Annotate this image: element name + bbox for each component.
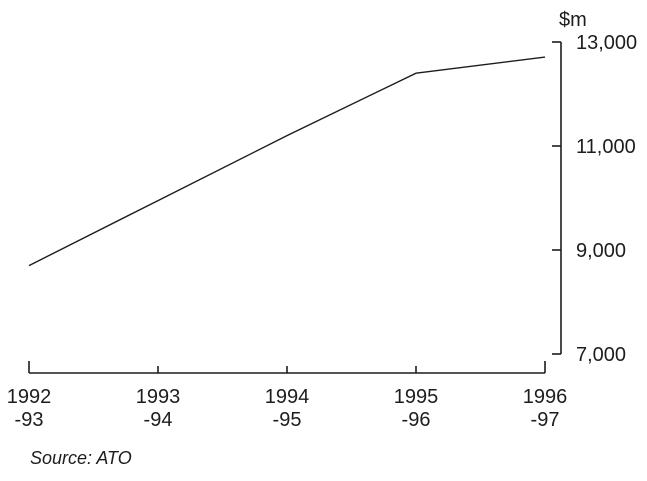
x-axis-label-1994b: -95 (273, 409, 302, 431)
y-axis-label-9000: 9,000 (576, 240, 626, 262)
x-axis-label-1994: 1994 (265, 386, 310, 408)
y-axis-label-13000: 13,000 (576, 32, 637, 54)
x-axis-label-1996b: -97 (531, 409, 560, 431)
y-axis-unit-label: $m (559, 9, 587, 31)
x-axis-label-1995b: -96 (402, 409, 431, 431)
y-axis-label-11000: 11,000 (576, 136, 636, 158)
x-axis-label-1992: 1992 (7, 386, 52, 408)
x-axis-label-1993: 1993 (136, 386, 181, 408)
x-axis: 1992 -93 1993 -94 1994 -95 1995 -96 1996… (7, 361, 568, 431)
source-note: Source: ATO (30, 448, 132, 468)
y-axis-label-7000: 7,000 (576, 344, 626, 366)
x-axis-label-1995: 1995 (394, 386, 439, 408)
x-axis-label-1992b: -93 (15, 409, 44, 431)
x-axis-label-1996: 1996 (523, 386, 568, 408)
y-axis: $m 13,000 11,000 9,000 7,000 (552, 9, 637, 366)
x-axis-label-1993b: -94 (144, 409, 173, 431)
data-line (28, 56, 546, 267)
